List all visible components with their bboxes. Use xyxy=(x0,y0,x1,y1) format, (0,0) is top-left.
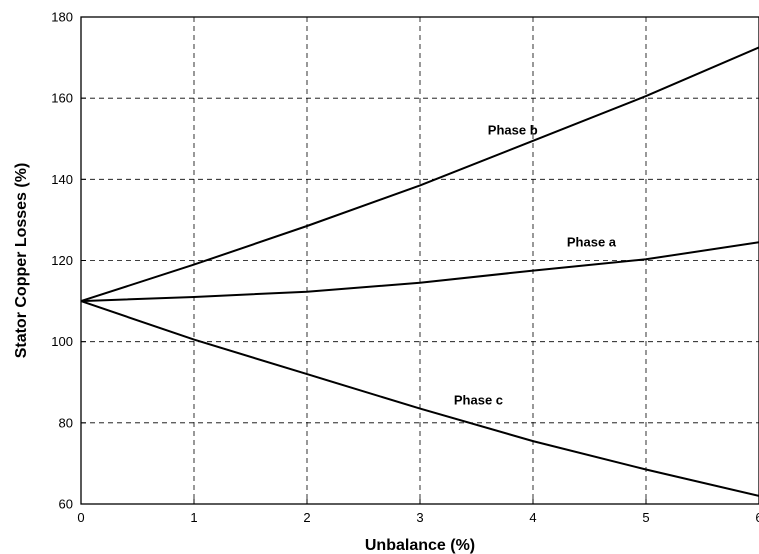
y-axis-ticks: 60 80 100 120 140 160 180 xyxy=(51,10,86,512)
x-tick-label: 2 xyxy=(303,510,310,525)
y-tick-label: 80 xyxy=(59,415,73,430)
grid xyxy=(81,17,759,504)
phase-a-label: Phase a xyxy=(567,234,617,249)
x-tick-label: 3 xyxy=(416,510,423,525)
y-tick-label: 140 xyxy=(51,172,73,187)
phase-c-label: Phase c xyxy=(454,393,503,408)
phase-b-label: Phase b xyxy=(488,123,538,138)
x-axis-title: Unbalance (%) xyxy=(365,537,475,554)
series-lines xyxy=(80,46,759,497)
y-axis-title: Stator Copper Losses (%) xyxy=(13,163,30,359)
y-tick-label: 60 xyxy=(59,497,73,512)
x-tick-label: 1 xyxy=(190,510,197,525)
x-tick-label: 4 xyxy=(529,510,536,525)
x-tick-label: 0 xyxy=(77,510,84,525)
y-tick-label: 100 xyxy=(51,334,73,349)
series-labels: Phase b Phase a Phase c xyxy=(454,123,617,408)
x-tick-label: 6 xyxy=(755,510,759,525)
phase-b-line xyxy=(80,46,759,303)
y-tick-label: 160 xyxy=(51,91,73,106)
y-tick-label: 120 xyxy=(51,253,73,268)
phase-a-line xyxy=(80,241,759,303)
x-tick-label: 5 xyxy=(642,510,649,525)
x-axis-ticks: 0 1 2 3 4 5 6 xyxy=(77,499,759,525)
phase-c-line xyxy=(80,300,759,497)
y-tick-label: 180 xyxy=(51,10,73,25)
